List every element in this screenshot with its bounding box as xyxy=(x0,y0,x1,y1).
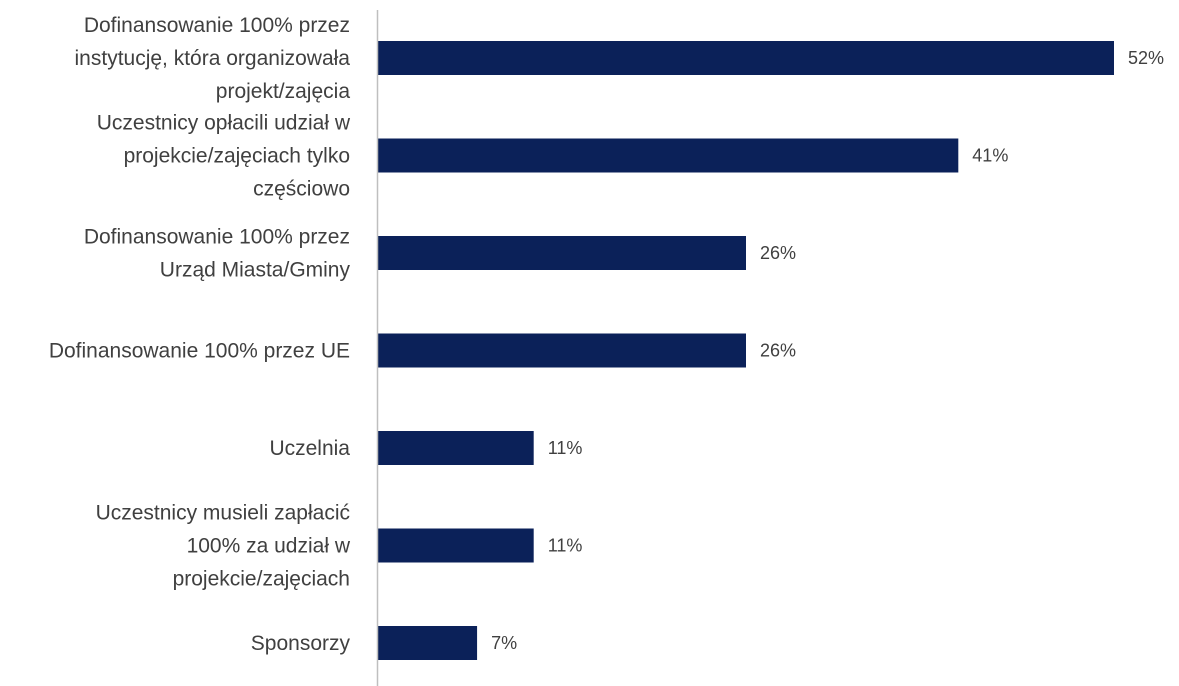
category-label-line: Urząd Miasta/Gminy xyxy=(160,259,351,282)
category-label-line: częściowo xyxy=(253,178,350,201)
bar-0 xyxy=(378,41,1114,75)
category-label-line: Dofinansowanie 100% przez xyxy=(84,226,350,249)
bar-2 xyxy=(378,236,746,270)
value-labels-group: 52% 41% 26% 26% 11% 11% 7% xyxy=(491,48,1164,653)
category-label-4: Uczelnia xyxy=(269,437,350,460)
bar-4 xyxy=(378,431,534,465)
value-label-1: 41% xyxy=(972,146,1008,166)
category-label-0: Dofinansowanie 100% przez instytucję, któ… xyxy=(75,14,351,103)
category-label-line: Uczestnicy musieli zapłacić xyxy=(96,502,350,525)
bar-1 xyxy=(378,138,959,173)
category-label-line: Sponsorzy xyxy=(251,632,351,655)
category-label-5: Uczestnicy musieli zapłacić 100% za udzia… xyxy=(96,502,351,591)
category-label-line: projekt/zajęcia xyxy=(216,80,351,103)
category-label-1: Uczestnicy opłacili udział w projekcie/za… xyxy=(97,112,351,201)
category-label-line: Uczelnia xyxy=(269,437,350,460)
value-label-4: 11% xyxy=(548,438,583,458)
category-label-3: Dofinansowanie 100% przez UE xyxy=(49,340,350,363)
category-labels-group: Dofinansowanie 100% przez instytucję, któ… xyxy=(49,14,351,655)
value-label-3: 26% xyxy=(760,341,796,361)
bars-group xyxy=(378,41,1114,660)
category-label-line: projekcie/zajęciach tylko xyxy=(124,145,350,168)
value-label-0: 52% xyxy=(1128,48,1164,68)
value-label-6: 7% xyxy=(491,633,517,653)
category-label-line: Uczestnicy opłacili udział w xyxy=(97,112,351,135)
bar-3 xyxy=(378,333,746,368)
category-label-line: 100% za udział w xyxy=(187,535,351,558)
category-label-2: Dofinansowanie 100% przez Urząd Miasta/Gm… xyxy=(84,226,351,282)
category-label-line: instytucję, która organizowała xyxy=(75,47,351,70)
category-label-line: Dofinansowanie 100% przez UE xyxy=(49,340,350,363)
value-label-5: 11% xyxy=(548,536,583,556)
bar-6 xyxy=(378,626,478,660)
category-label-line: projekcie/zajęciach xyxy=(173,568,350,591)
category-label-line: Dofinansowanie 100% przez xyxy=(84,14,350,37)
bar-5 xyxy=(378,528,534,563)
value-label-2: 26% xyxy=(760,243,796,263)
category-label-6: Sponsorzy xyxy=(251,632,351,655)
